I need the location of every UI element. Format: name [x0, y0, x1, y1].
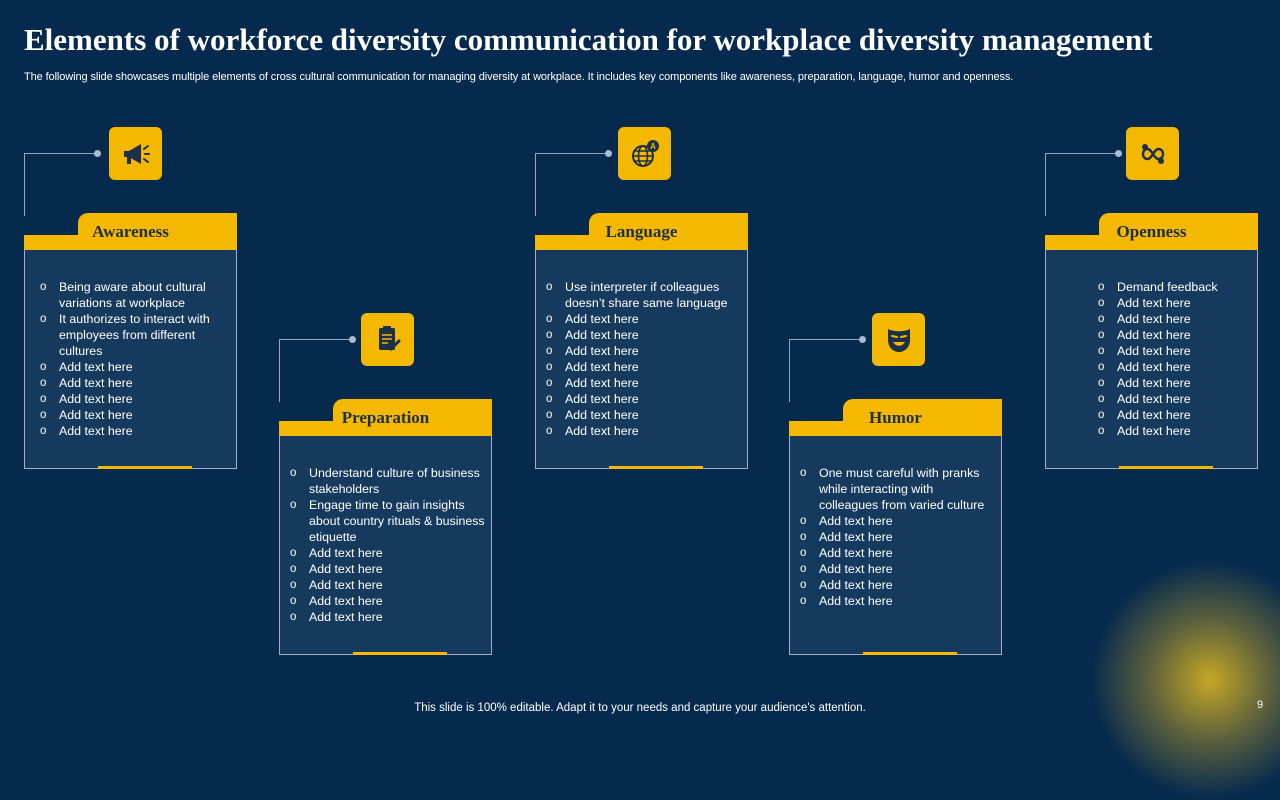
- humor-list: One must careful with pranks while inter…: [800, 465, 995, 609]
- connector-openness: [1045, 150, 1122, 216]
- page-number: 9: [1257, 699, 1264, 711]
- card-label-preparation: Preparation: [341, 408, 430, 427]
- icon-box-preparation: [361, 313, 414, 366]
- list-item: One must careful with pranks while inter…: [800, 465, 995, 513]
- list-item: Demand feedback: [1098, 279, 1248, 295]
- list-item: Use interpreter if colleagues doesn’t sh…: [546, 279, 741, 311]
- list-item: Add text here: [546, 375, 741, 391]
- checklist-icon: [378, 325, 400, 351]
- awareness-list: Being aware about cultural variations at…: [40, 279, 225, 439]
- list-item: Understand culture of business stakehold…: [290, 465, 485, 497]
- list-item: Being aware about cultural variations at…: [40, 279, 225, 311]
- list-item: Add text here: [1098, 295, 1248, 311]
- card-label-language: Language: [605, 222, 678, 241]
- gears-infinity-icon: [1141, 143, 1164, 164]
- list-item: Add text here: [1098, 327, 1248, 343]
- list-item: Add text here: [290, 545, 485, 561]
- list-item: Add text here: [800, 513, 995, 529]
- connector-humor: [789, 336, 866, 402]
- list-item: Add text here: [40, 359, 225, 375]
- list-item: Add text here: [1098, 375, 1248, 391]
- page-subtitle: The following slide showcases multiple e…: [24, 71, 1014, 83]
- megaphone-icon: [123, 143, 150, 164]
- list-item: Add text here: [1098, 343, 1248, 359]
- list-item: Add text here: [1098, 391, 1248, 407]
- list-item: Add text here: [290, 577, 485, 593]
- list-item: Add text here: [1098, 423, 1248, 439]
- svg-text:A: A: [650, 142, 656, 151]
- card-label-openness: Openness: [1116, 222, 1187, 241]
- list-item: Add text here: [1098, 359, 1248, 375]
- list-item: Add text here: [546, 407, 741, 423]
- language-list: Use interpreter if colleagues doesn’t sh…: [546, 279, 741, 439]
- card-label-humor: Humor: [869, 408, 922, 427]
- icon-box-awareness: [109, 127, 162, 180]
- list-item: Add text here: [546, 343, 741, 359]
- list-item: Add text here: [290, 593, 485, 609]
- list-item: Add text here: [290, 609, 485, 625]
- icon-box-humor: [872, 313, 925, 366]
- connector-language: [535, 150, 612, 216]
- icon-box-language: A: [618, 127, 671, 180]
- list-item: Add text here: [546, 327, 741, 343]
- list-item: Add text here: [546, 311, 741, 327]
- list-item: Add text here: [40, 391, 225, 407]
- list-item: Add text here: [290, 561, 485, 577]
- list-item: Add text here: [546, 423, 741, 439]
- card-label-awareness: Awareness: [92, 222, 169, 241]
- openness-list: Demand feedback Add text here Add text h…: [1098, 279, 1248, 439]
- list-item: Add text here: [800, 561, 995, 577]
- preparation-list: Understand culture of business stakehold…: [290, 465, 485, 625]
- list-item: Add text here: [1098, 311, 1248, 327]
- list-item: Add text here: [800, 545, 995, 561]
- decorative-glow: [1090, 560, 1280, 800]
- page-title: Elements of workforce diversity communic…: [24, 22, 1153, 57]
- list-item: Add text here: [546, 359, 741, 375]
- list-item: Add text here: [800, 593, 995, 609]
- list-item: It authorizes to interact with employees…: [40, 311, 225, 359]
- list-item: Add text here: [40, 375, 225, 391]
- list-item: Add text here: [800, 577, 995, 593]
- list-item: Add text here: [40, 423, 225, 439]
- list-item: Add text here: [800, 529, 995, 545]
- list-item: Add text here: [40, 407, 225, 423]
- connector-awareness: [24, 150, 101, 216]
- globe-translate-icon: A: [631, 139, 659, 167]
- theater-mask-icon: [887, 328, 910, 352]
- icon-box-openness: [1126, 127, 1179, 180]
- list-item: Add text here: [1098, 407, 1248, 423]
- connector-preparation: [279, 336, 356, 402]
- list-item: Engage time to gain insights about count…: [290, 497, 485, 545]
- footer-note: This slide is 100% editable. Adapt it to…: [414, 702, 866, 714]
- list-item: Add text here: [546, 391, 741, 407]
